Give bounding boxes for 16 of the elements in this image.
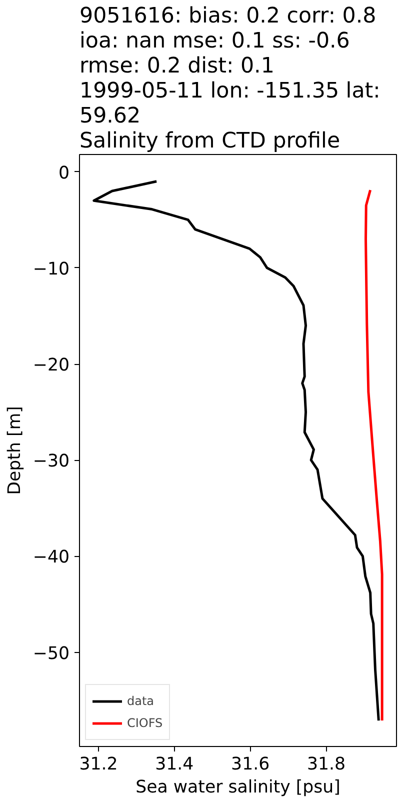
x-tick-label: 31.4 [155,754,194,774]
legend-label: data [127,694,154,708]
x-tick-label: 31.6 [231,754,270,774]
chart-title: 9051616: bias: 0.2 corr: 0.8 ioa: nan mse: 0.1 ss: -0.6 rmse: 0.2 dist: 0.1 1999-05-11 lon: -151.35 lat: 59.62 Salinity from CTD profile [80,4,380,154]
x-tick-label: 31.2 [79,754,118,774]
x-axis-title: Sea water salinity [psu] [136,778,340,798]
y-axis-title: Depth [m] [4,406,25,495]
y-tick-label: −20 [32,356,70,376]
y-tick-label: 0 [58,163,70,184]
line-series [364,188,384,722]
y-tick-label: −10 [32,259,70,280]
y-tick-label: −50 [32,644,70,664]
y-tick-label: −30 [32,452,70,472]
x-tick-label: 31.8 [306,754,346,774]
legend-label: CIOFS [127,716,163,730]
y-tick-label: −40 [32,548,70,568]
